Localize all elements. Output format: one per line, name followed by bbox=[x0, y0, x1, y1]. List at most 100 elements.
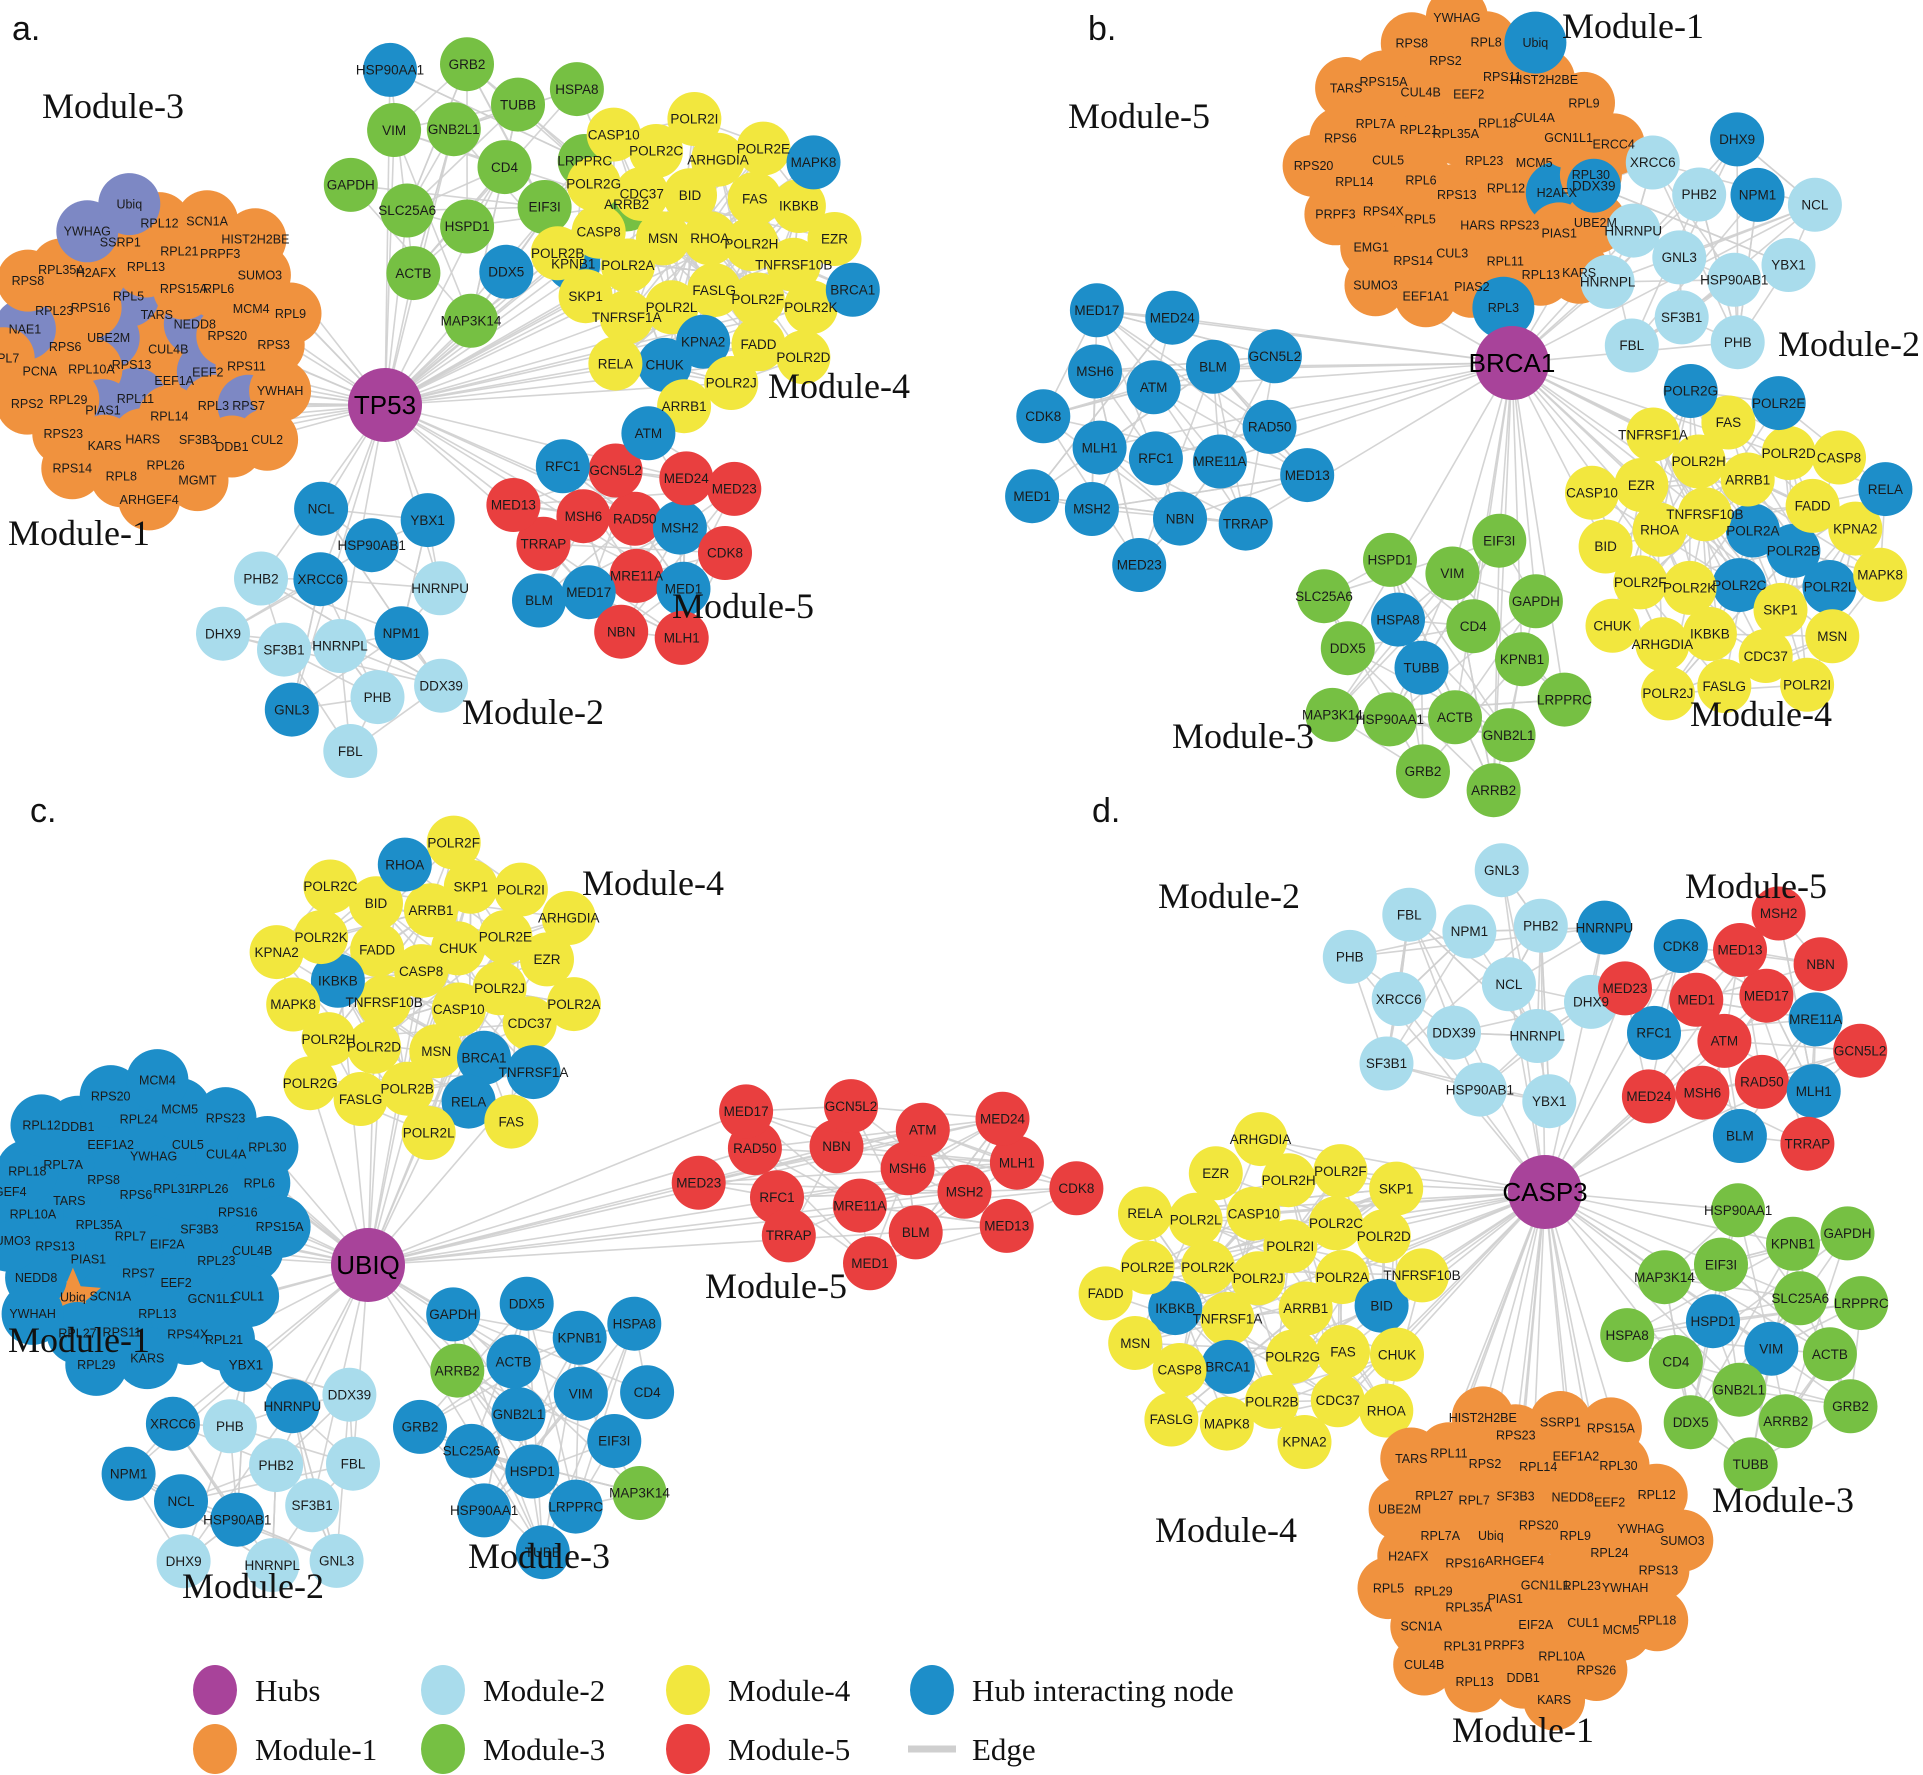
network-node[interactable] bbox=[1710, 315, 1765, 370]
network-node[interactable] bbox=[1363, 532, 1417, 587]
network-node[interactable] bbox=[1145, 290, 1200, 345]
network-node[interactable] bbox=[766, 237, 821, 292]
network-node[interactable] bbox=[1522, 1074, 1577, 1129]
network-node[interactable] bbox=[1200, 1339, 1255, 1394]
network-node[interactable] bbox=[1635, 617, 1690, 672]
network-node[interactable] bbox=[1128, 431, 1183, 486]
network-node[interactable] bbox=[0, 1209, 40, 1272]
network-node[interactable] bbox=[1218, 496, 1273, 551]
network-node[interactable] bbox=[786, 135, 841, 190]
network-node[interactable] bbox=[350, 670, 405, 725]
network-node[interactable] bbox=[1677, 487, 1732, 542]
network-node[interactable] bbox=[730, 272, 785, 327]
network-node[interactable] bbox=[548, 1479, 603, 1534]
network-node[interactable] bbox=[349, 876, 403, 931]
network-node[interactable] bbox=[1663, 364, 1718, 418]
network-node[interactable] bbox=[1585, 598, 1640, 653]
network-node[interactable] bbox=[736, 121, 791, 176]
network-node[interactable] bbox=[1710, 112, 1765, 167]
network-node[interactable] bbox=[196, 606, 250, 661]
network-node[interactable] bbox=[357, 975, 412, 1030]
network-node[interactable] bbox=[761, 1208, 816, 1263]
network-node[interactable] bbox=[234, 551, 288, 606]
network-node[interactable] bbox=[724, 217, 779, 271]
network-node[interactable] bbox=[393, 1399, 447, 1454]
network-node[interactable] bbox=[1751, 886, 1806, 941]
network-node[interactable] bbox=[1566, 158, 1621, 213]
network-node[interactable] bbox=[1278, 1281, 1333, 1336]
network-node[interactable] bbox=[989, 1135, 1044, 1190]
network-node[interactable] bbox=[1604, 318, 1659, 373]
network-node[interactable] bbox=[98, 173, 161, 236]
network-node[interactable] bbox=[400, 493, 455, 548]
network-node[interactable] bbox=[546, 977, 601, 1032]
network-node[interactable] bbox=[1016, 389, 1071, 444]
network-node[interactable] bbox=[1297, 569, 1351, 624]
network-node[interactable] bbox=[309, 1533, 364, 1588]
network-node[interactable] bbox=[588, 336, 643, 391]
network-node[interactable] bbox=[832, 1178, 887, 1233]
network-node[interactable] bbox=[1812, 430, 1866, 485]
network-node[interactable] bbox=[0, 1160, 28, 1223]
network-node[interactable] bbox=[1357, 1557, 1420, 1620]
network-node[interactable] bbox=[248, 1195, 311, 1258]
network-node[interactable] bbox=[1356, 1209, 1411, 1264]
network-node[interactable] bbox=[506, 1045, 561, 1100]
network-node[interactable] bbox=[1712, 1362, 1767, 1417]
network-node[interactable] bbox=[1780, 657, 1835, 712]
network-node[interactable] bbox=[594, 604, 649, 659]
network-node[interactable] bbox=[1598, 961, 1652, 1016]
network-node[interactable] bbox=[1513, 898, 1568, 953]
network-node[interactable] bbox=[1785, 478, 1840, 533]
network-node[interactable] bbox=[65, 1333, 128, 1396]
network-node[interactable] bbox=[1188, 1146, 1243, 1201]
network-node[interactable] bbox=[1168, 1192, 1223, 1247]
network-node[interactable] bbox=[1370, 1327, 1424, 1382]
network-node[interactable] bbox=[541, 891, 596, 945]
network-node[interactable] bbox=[1315, 57, 1378, 119]
network-node[interactable] bbox=[236, 1116, 299, 1178]
network-node[interactable] bbox=[1625, 135, 1680, 190]
network-node[interactable] bbox=[1394, 640, 1449, 695]
network-node[interactable] bbox=[380, 183, 435, 238]
network-node[interactable] bbox=[1380, 1427, 1443, 1490]
network-node[interactable] bbox=[1247, 329, 1302, 384]
network-node[interactable] bbox=[776, 330, 831, 385]
network-node[interactable] bbox=[687, 263, 742, 318]
network-node[interactable] bbox=[502, 996, 557, 1051]
network-node[interactable] bbox=[1442, 904, 1497, 959]
network-node[interactable] bbox=[101, 1446, 156, 1501]
network-node[interactable] bbox=[566, 157, 621, 211]
network-node[interactable] bbox=[652, 500, 707, 555]
network-node[interactable] bbox=[1108, 1316, 1163, 1370]
network-node[interactable] bbox=[1707, 252, 1762, 307]
network-node[interactable] bbox=[1233, 1112, 1288, 1167]
network-node[interactable] bbox=[1481, 957, 1536, 1012]
network-node[interactable] bbox=[1508, 574, 1563, 629]
network-node[interactable] bbox=[413, 561, 468, 616]
network-node[interactable] bbox=[166, 449, 229, 512]
network-node[interactable] bbox=[1310, 1373, 1365, 1428]
network-node[interactable] bbox=[1495, 632, 1549, 687]
network-node[interactable] bbox=[441, 1074, 496, 1129]
network-node[interactable] bbox=[0, 372, 59, 435]
network-node[interactable] bbox=[1648, 1335, 1703, 1389]
network-node[interactable] bbox=[975, 1091, 1030, 1146]
network-node[interactable] bbox=[1320, 621, 1375, 676]
network-node[interactable] bbox=[1474, 843, 1529, 898]
network-node[interactable] bbox=[1751, 376, 1806, 431]
network-node[interactable] bbox=[426, 102, 481, 157]
network-node[interactable] bbox=[588, 443, 643, 498]
network-node[interactable] bbox=[1428, 690, 1482, 745]
network-node[interactable] bbox=[202, 1399, 257, 1454]
network-node[interactable] bbox=[1637, 1250, 1692, 1305]
network-node[interactable] bbox=[1144, 1392, 1199, 1447]
network-node[interactable] bbox=[350, 922, 405, 977]
network-node[interactable] bbox=[1761, 238, 1816, 292]
network-node[interactable] bbox=[1788, 992, 1843, 1047]
network-node[interactable] bbox=[430, 1343, 485, 1398]
network-node[interactable] bbox=[1766, 1216, 1820, 1271]
network-node[interactable] bbox=[1523, 1668, 1586, 1731]
network-node[interactable] bbox=[1669, 972, 1724, 1027]
network-node[interactable] bbox=[1579, 1397, 1642, 1460]
